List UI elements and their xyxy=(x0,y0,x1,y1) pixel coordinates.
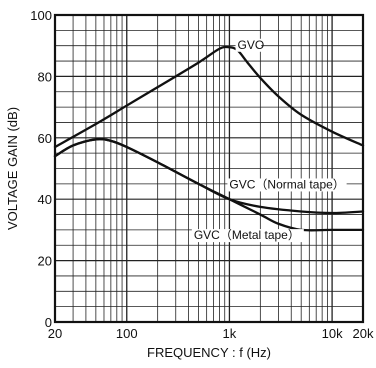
series-line-1 xyxy=(53,137,365,215)
series-label-layer: GVO GVC（Normal tape） GVC（Metal tape） xyxy=(191,38,347,243)
x-axis-title: FREQUENCY : f (Hz) xyxy=(147,345,271,360)
plot-frame xyxy=(53,13,365,324)
x-tick-label: 100 xyxy=(116,326,138,341)
y-tick-label: 0 xyxy=(45,315,52,330)
y-tick-label: 20 xyxy=(38,254,52,269)
curve-layer xyxy=(53,45,365,232)
y-axis-title: VOLTAGE GAIN (dB) xyxy=(5,107,20,230)
y-tick-label: 40 xyxy=(38,192,52,207)
series-label: GVC（Normal tape） xyxy=(229,177,344,191)
x-tick-label: 20k xyxy=(353,326,374,341)
series-label-bg xyxy=(191,229,304,243)
series-label: GVC（Metal tape） xyxy=(194,228,300,242)
y-tick-label: 80 xyxy=(38,69,52,84)
series-line-0 xyxy=(53,45,365,149)
x-tick-label: 10k xyxy=(322,326,343,341)
y-tick-label: 100 xyxy=(30,8,52,23)
series-label-bg xyxy=(235,38,262,52)
grid-layer xyxy=(55,15,363,322)
x-tick-label: 20 xyxy=(48,326,62,341)
x-tick-label: 1k xyxy=(223,326,237,341)
series-label-bg xyxy=(227,178,347,192)
y-tick-label: 60 xyxy=(38,131,52,146)
series-label: GVO xyxy=(238,38,265,52)
